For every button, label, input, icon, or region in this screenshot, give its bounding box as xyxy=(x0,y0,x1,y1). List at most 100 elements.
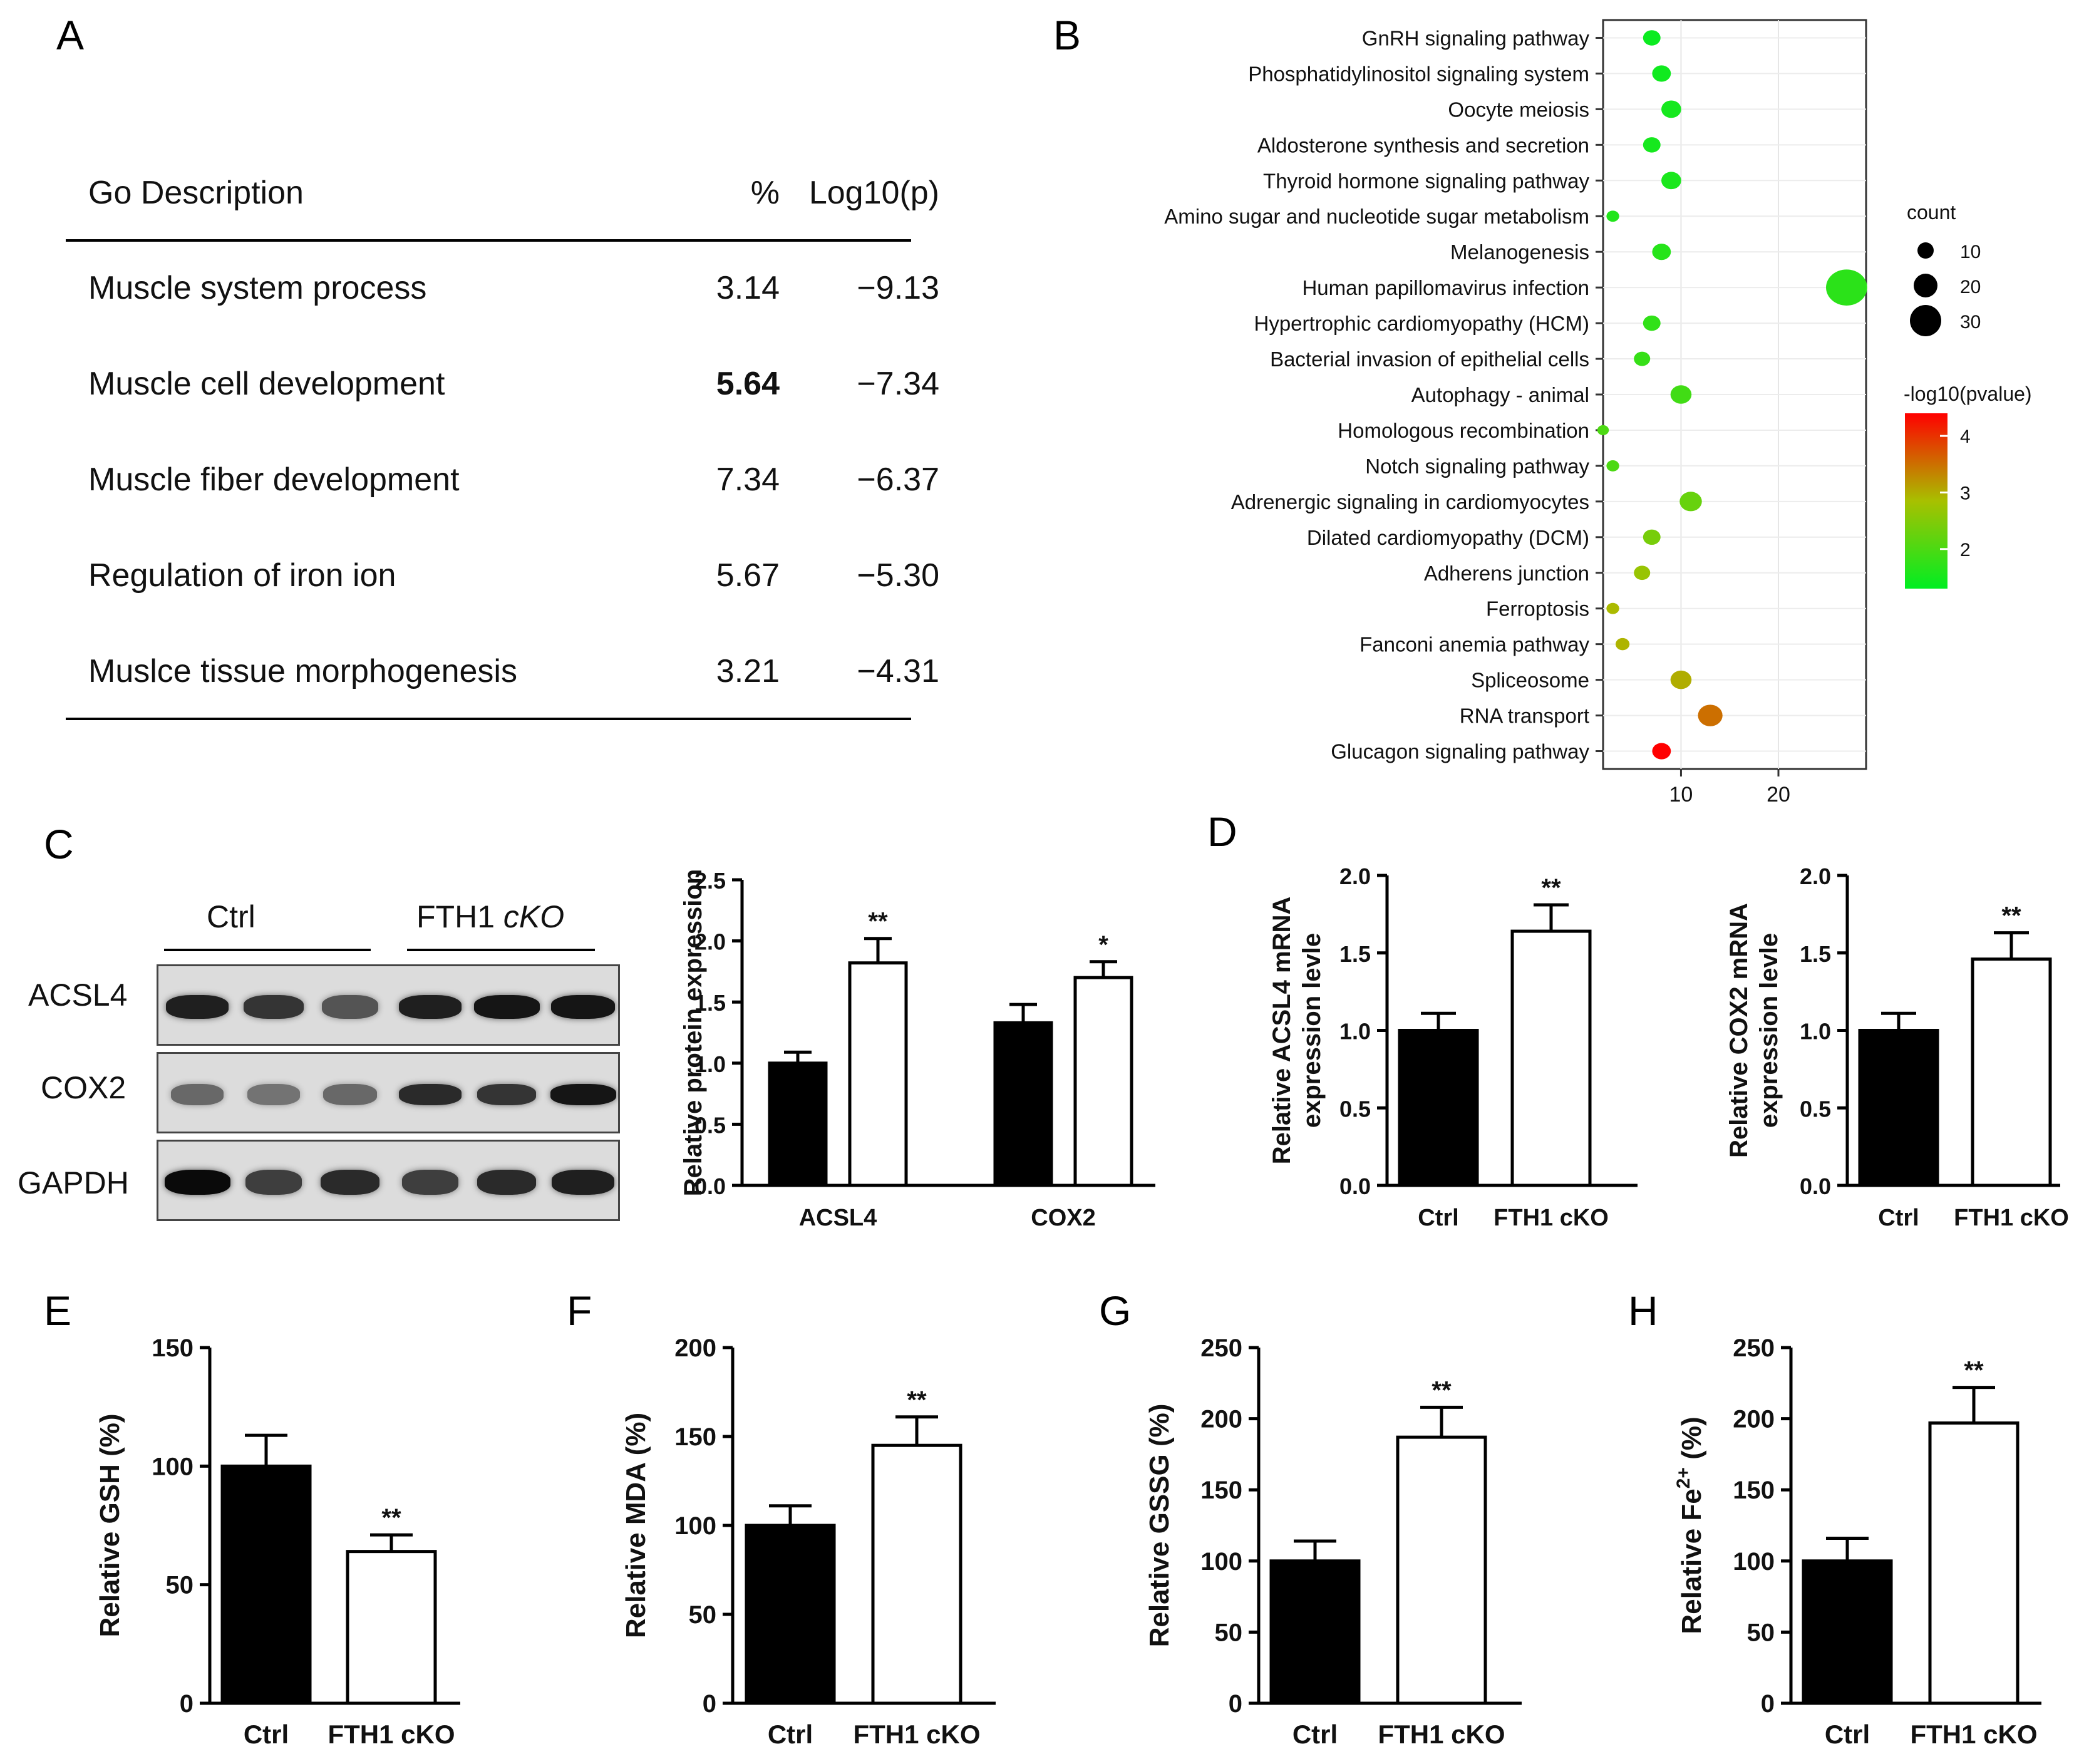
panel-label-g: G xyxy=(1099,1287,1132,1334)
x-category-label: COX2 xyxy=(1031,1205,1095,1231)
y-tick-label: 150 xyxy=(674,1423,716,1451)
y-tick-label: 1.5 xyxy=(1339,941,1371,967)
color-bar-tick-label: 3 xyxy=(1960,483,1971,503)
bubble-point xyxy=(1606,210,1619,222)
pathway-label: Melanogenesis xyxy=(1450,240,1589,264)
bar xyxy=(346,1550,437,1705)
go-term: Muscle system process xyxy=(88,270,427,306)
y-tick-label: 0.5 xyxy=(1339,1096,1371,1122)
bubble-point xyxy=(1652,743,1671,760)
y-axis-label: Relative GSSG (%) xyxy=(1144,1404,1175,1648)
bubble-point xyxy=(1670,670,1692,689)
x-category-label: ACSL4 xyxy=(799,1205,877,1231)
header-go-description: Go Description xyxy=(88,175,304,211)
panel-label-h: H xyxy=(1628,1287,1658,1334)
y-tick-label: 100 xyxy=(1200,1548,1242,1576)
pathway-label: Ferroptosis xyxy=(1486,597,1589,621)
significance-marker: ** xyxy=(1541,874,1561,902)
y-axis-label: Relative GSH (%) xyxy=(95,1414,125,1638)
y-axis-label-suffix: (%) xyxy=(1676,1416,1707,1467)
go-percent: 5.67 xyxy=(716,557,780,594)
bubble-point xyxy=(1643,529,1661,545)
bar-chart-f: 0 50 100 150 200 Relative MDA (%) Ctrl FTH1 cKO… xyxy=(621,1334,996,1749)
size-legend-label: 10 xyxy=(1960,242,1981,262)
bubble-point xyxy=(1597,425,1609,436)
x-tick-label: 20 xyxy=(1767,783,1790,807)
y-tick-label: 1.0 xyxy=(694,1051,726,1077)
size-legend-dot xyxy=(1910,305,1941,336)
y-axis-label-text: Relative MDA (%) xyxy=(621,1413,651,1638)
bubble-point xyxy=(1606,460,1619,472)
go-log10p: −7.34 xyxy=(857,366,939,402)
header-percent: % xyxy=(750,175,780,211)
pathway-label: Glucagon signaling pathway xyxy=(1331,740,1589,763)
panel-label-d: D xyxy=(1207,808,1237,855)
blot-row-cox2: COX2 xyxy=(41,1070,126,1105)
western-blot-image xyxy=(157,964,620,1221)
y-tick-label: 1.0 xyxy=(1339,1019,1371,1044)
pathway-label: Thyroid hormone signaling pathway xyxy=(1263,169,1589,192)
bubble-point xyxy=(1670,385,1692,404)
x-tick-label: 10 xyxy=(1669,783,1693,807)
y-tick-label: 1.5 xyxy=(694,990,726,1016)
y-axis-label-sup: 2+ xyxy=(1673,1467,1694,1488)
pathway-label: Adherens junction xyxy=(1424,562,1589,585)
color-bar-tick-label: 4 xyxy=(1960,426,1971,447)
blot-band xyxy=(477,1084,537,1105)
bar xyxy=(993,1021,1053,1187)
pathway-label: GnRH signaling pathway xyxy=(1362,26,1590,49)
y-tick-label: 0.0 xyxy=(1800,1173,1831,1199)
blot-band xyxy=(247,1084,300,1105)
y-tick-label: 150 xyxy=(1200,1477,1242,1504)
pathway-label: Bacterial invasion of epithelial cells xyxy=(1270,348,1589,371)
bubble-point xyxy=(1615,637,1630,651)
bar-chart-e: 0 50 100 150 Relative GSH (%) Ctrl FTH1 cKO ** xyxy=(95,1334,460,1749)
pathway-label: Adrenergic signaling in cardiomyocytes xyxy=(1231,490,1589,513)
go-log10p: −4.31 xyxy=(857,653,939,689)
significance-marker: * xyxy=(1098,931,1108,959)
y-tick-label: 250 xyxy=(1200,1334,1242,1362)
x-category-label: FTH1 cKO xyxy=(1910,1720,2037,1749)
pathway-label: Homologous recombination xyxy=(1338,419,1589,442)
pathway-label: Fanconi anemia pathway xyxy=(1359,633,1589,656)
blot-row-acsl4: ACSL4 xyxy=(28,977,128,1013)
y-axis-label: Relative ACSL4 mRNA xyxy=(1268,897,1296,1165)
y-tick-label: 0 xyxy=(703,1690,716,1718)
y-tick-label: 150 xyxy=(1733,1477,1775,1504)
x-category-label: Ctrl xyxy=(1878,1205,1919,1231)
y-axis-label: expression levle xyxy=(1755,933,1783,1128)
y-axis-label: expression levle xyxy=(1298,933,1326,1128)
color-bar xyxy=(1905,413,1947,589)
table-bottom-rule xyxy=(66,718,911,720)
significance-marker: ** xyxy=(868,908,888,936)
pathway-label: Phosphatidylinositol signaling system xyxy=(1248,62,1589,85)
x-category-label: FTH1 cKO xyxy=(1954,1205,2069,1231)
pathway-label: Spliceosome xyxy=(1471,669,1589,692)
blot-strip xyxy=(157,1140,620,1221)
size-legend-title: count xyxy=(1907,201,1956,224)
pathway-label: Human papillomavirus infection xyxy=(1302,276,1589,299)
y-tick-label: 0.5 xyxy=(694,1112,726,1138)
y-tick-label: 1.0 xyxy=(1800,1019,1831,1044)
bubble-point xyxy=(1698,704,1723,726)
blot-band xyxy=(473,995,540,1019)
y-tick-label: 100 xyxy=(1733,1548,1775,1576)
x-category-label: FTH1 cKO xyxy=(1378,1720,1505,1749)
bar xyxy=(1858,1029,1939,1187)
go-percent: 5.64 xyxy=(716,366,780,402)
blot-band xyxy=(243,995,304,1019)
y-tick-label: 2.5 xyxy=(694,868,726,894)
y-axis-label: Relative COX2 mRNA xyxy=(1725,903,1753,1158)
go-log10p: −9.13 xyxy=(857,270,939,306)
x-category-label: Ctrl xyxy=(1418,1205,1458,1231)
x-category-label: Ctrl xyxy=(244,1720,289,1749)
x-category-label: Ctrl xyxy=(768,1720,813,1749)
header-log10p: Log10(p) xyxy=(808,175,939,211)
bar xyxy=(1928,1421,2020,1705)
blot-band xyxy=(322,995,378,1019)
bar xyxy=(1396,1435,1487,1705)
bar xyxy=(1510,929,1592,1187)
y-tick-label: 250 xyxy=(1733,1334,1775,1362)
